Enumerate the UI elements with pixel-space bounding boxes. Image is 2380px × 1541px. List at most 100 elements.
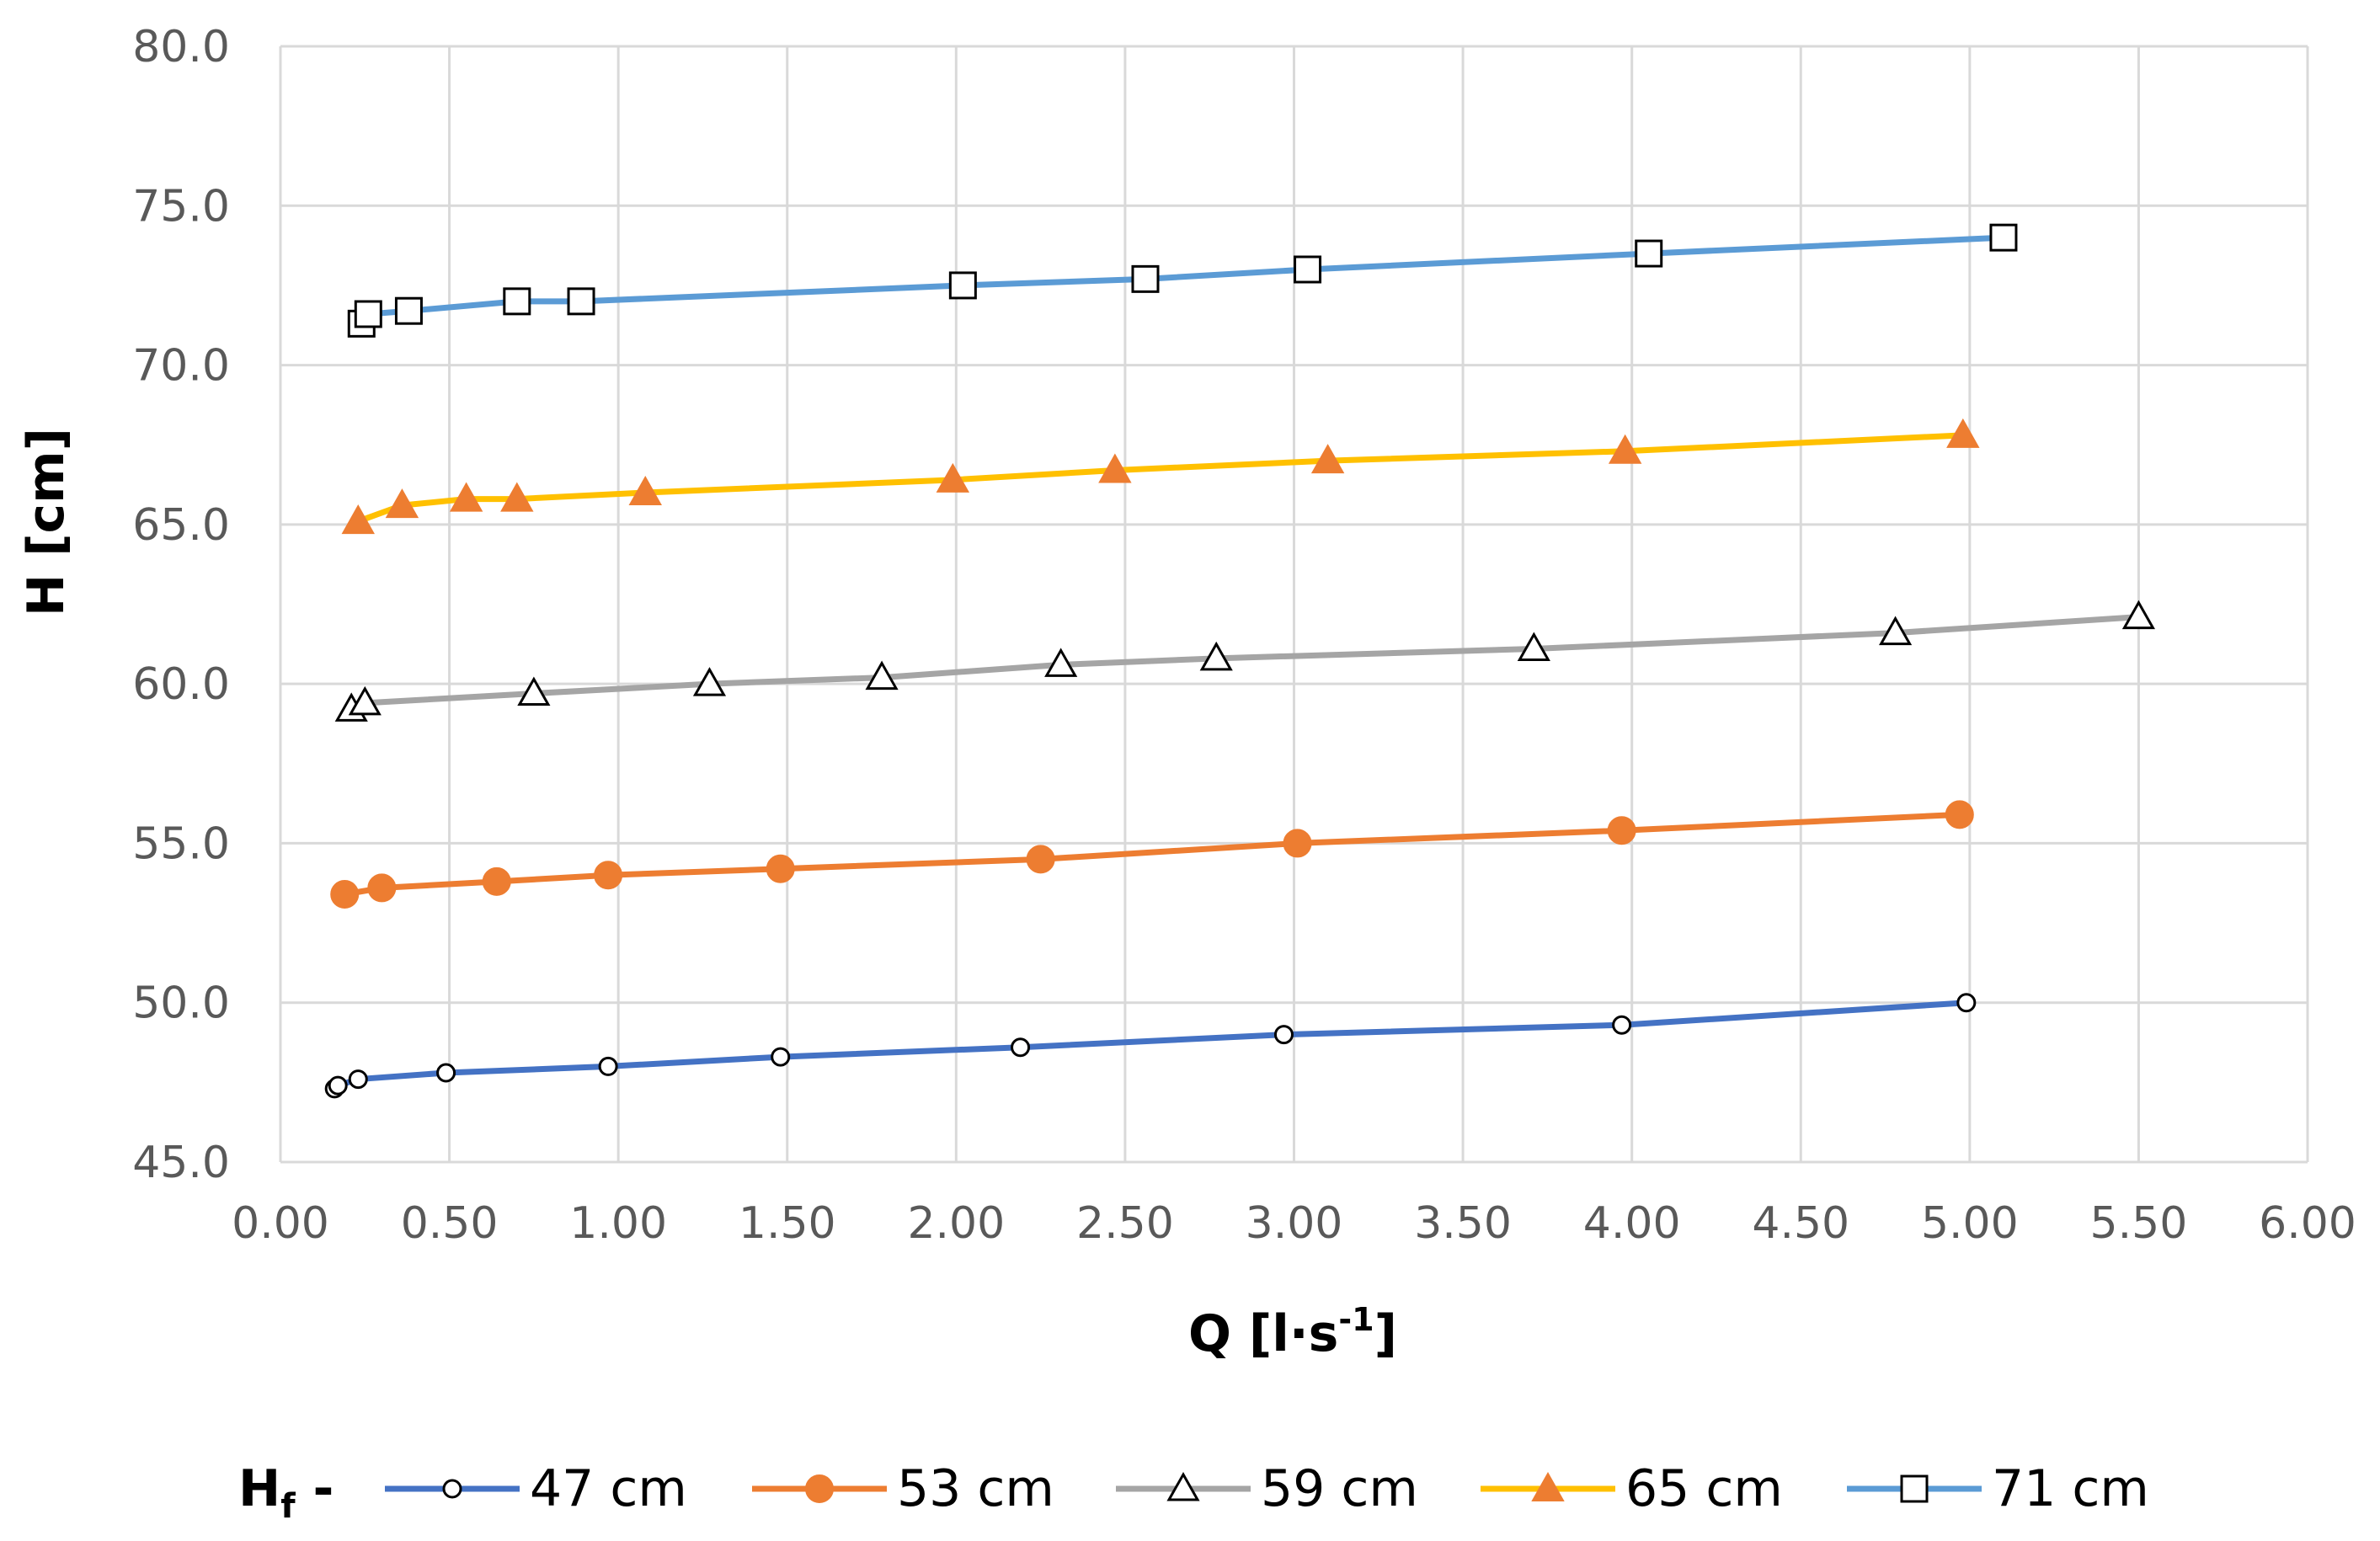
data-point [449,482,483,512]
data-point [1310,444,1345,474]
legend-item: 47 cm [385,1459,687,1518]
series-47-cm [324,993,1977,1099]
legend-label: 59 cm [1261,1459,1418,1518]
x-axis-title-superscript: -1 [1338,1301,1374,1338]
legend-title: Hf - [238,1459,334,1526]
legend-swatch-marker [805,1474,834,1503]
y-tick-label: 45.0 [132,1138,230,1188]
y-axis-tick-labels: 45.0 50.0 55.0 60.0 65.0 70.0 75.0 80.0 [132,22,230,1188]
data-point [1946,418,1980,448]
series-line [348,614,2142,712]
data-point [328,1075,348,1096]
data-point [1283,829,1312,858]
data-point [503,287,531,316]
data-point [1131,264,1160,293]
series-layer [324,223,2155,1099]
x-tick-label: 6.00 [2259,1198,2356,1249]
x-tick-label: 0.50 [401,1198,499,1249]
data-point [1945,800,1974,829]
legend-item: 65 cm [1481,1459,1783,1518]
data-point [1608,434,1642,464]
x-tick-label: 1.00 [569,1198,667,1249]
data-point [936,462,970,493]
data-point [341,504,375,535]
data-point [330,880,360,909]
x-tick-label: 4.50 [1752,1198,1849,1249]
data-point [2121,600,2155,630]
data-point [354,300,382,328]
series-65-cm [341,418,1980,535]
data-point [500,482,534,512]
data-point [628,475,662,505]
data-point [348,1069,368,1090]
data-point [771,1047,791,1067]
data-point [1607,816,1636,845]
x-tick-label: 2.00 [907,1198,1005,1249]
data-point [367,873,397,903]
data-point [1612,1015,1632,1035]
data-point [1956,993,1977,1013]
legend-label: 65 cm [1625,1459,1783,1518]
x-tick-label: 3.00 [1246,1198,1343,1249]
x-tick-label: 1.50 [739,1198,836,1249]
series-line [358,234,2007,327]
x-tick-label: 0.00 [232,1198,329,1249]
legend: Hf - 47 cm 53 cm 59 cm 65 cm 71 cm [238,1459,2149,1526]
y-tick-label: 75.0 [132,181,230,232]
data-point [567,287,595,316]
x-tick-label: 5.50 [2090,1198,2188,1249]
data-point [348,685,382,716]
data-point [482,866,511,896]
series-line [331,1000,1970,1092]
legend-title-dash: - [296,1459,334,1518]
legend-swatch-marker [1166,1471,1200,1501]
data-point [865,660,899,691]
data-point [1011,1037,1031,1058]
data-point [1879,616,1913,646]
data-point [594,861,623,890]
x-axis-title: Q [l·s-1] [1188,1301,1397,1363]
data-point [948,271,977,300]
series-59-cm [334,600,2155,722]
data-point [1294,255,1322,284]
data-point [766,854,795,883]
data-point [1635,239,1663,268]
legend-item: 59 cm [1116,1459,1418,1518]
x-axis-tick-labels: 0.00 0.50 1.00 1.50 2.00 2.50 3.00 3.50 4.00 4.50… [232,1198,2356,1249]
legend-title-subscript: f [280,1487,296,1526]
x-axis-title-main: Q [l·s [1188,1304,1338,1363]
data-point [1199,641,1233,671]
legend-items: 47 cm 53 cm 59 cm 65 cm 71 cm [385,1459,2149,1518]
x-axis-title-end: ] [1374,1304,1397,1363]
gridlines [279,45,2309,1164]
legend-label: 71 cm [1992,1459,2149,1518]
series-line [355,432,1966,525]
series-71-cm [347,223,2018,338]
series-53-cm [330,800,1974,909]
x-tick-label: 4.00 [1583,1198,1681,1249]
legend-swatch-marker [442,1479,462,1499]
legend-title-main: H [238,1459,280,1518]
x-tick-label: 5.00 [1921,1198,2019,1249]
data-point [517,676,551,706]
legend-swatch-marker [1531,1471,1565,1501]
y-axis-title: H [cm] [17,428,76,616]
data-point [1989,223,2018,252]
y-tick-label: 50.0 [132,978,230,1029]
legend-item: 71 cm [1847,1459,2149,1518]
legend-label: 47 cm [530,1459,687,1518]
data-point [394,296,423,325]
y-tick-label: 65.0 [132,500,230,551]
data-point [598,1056,618,1076]
x-tick-label: 3.50 [1414,1198,1512,1249]
data-point [1044,648,1078,677]
data-point [1517,632,1550,661]
data-point [692,667,727,696]
data-point [1026,845,1055,874]
data-point [436,1063,456,1083]
x-tick-label: 2.50 [1076,1198,1174,1249]
legend-label: 53 cm [897,1459,1054,1518]
y-tick-label: 80.0 [132,22,230,72]
data-point [385,488,419,519]
